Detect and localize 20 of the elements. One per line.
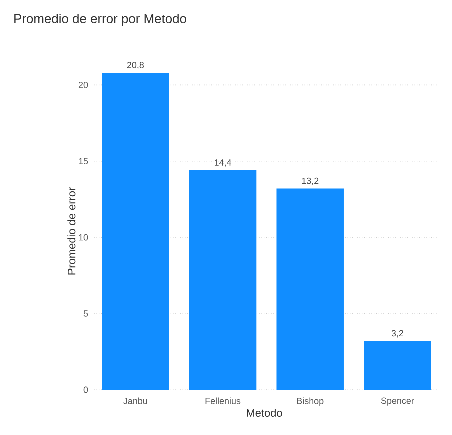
y-tick-label: 0 — [84, 386, 88, 394]
data-label: 13,2 — [302, 178, 319, 186]
y-tick-label: 15 — [79, 158, 88, 165]
y-tick-label: 20 — [78, 82, 88, 88]
bar — [276, 188, 344, 390]
x-tick-label: Bishop — [297, 398, 324, 406]
bar — [102, 72, 170, 390]
bar — [189, 170, 257, 390]
bar — [364, 341, 432, 390]
x-tick-label: Janbu — [124, 398, 148, 404]
y-axis-title: Promedio de error — [68, 188, 76, 275]
x-axis-title: Metodo — [247, 408, 282, 418]
x-tick-label: Spencer — [381, 398, 414, 406]
data-label: 14,4 — [214, 160, 232, 167]
data-label: 20,8 — [127, 62, 144, 70]
data-label: 3,2 — [392, 330, 404, 338]
x-tick-label: Fellenius — [206, 398, 241, 404]
y-tick-label: 10 — [79, 234, 88, 241]
y-tick-label: 5 — [84, 310, 88, 317]
chart-title: Promedio de error por Metodo — [14, 14, 186, 26]
